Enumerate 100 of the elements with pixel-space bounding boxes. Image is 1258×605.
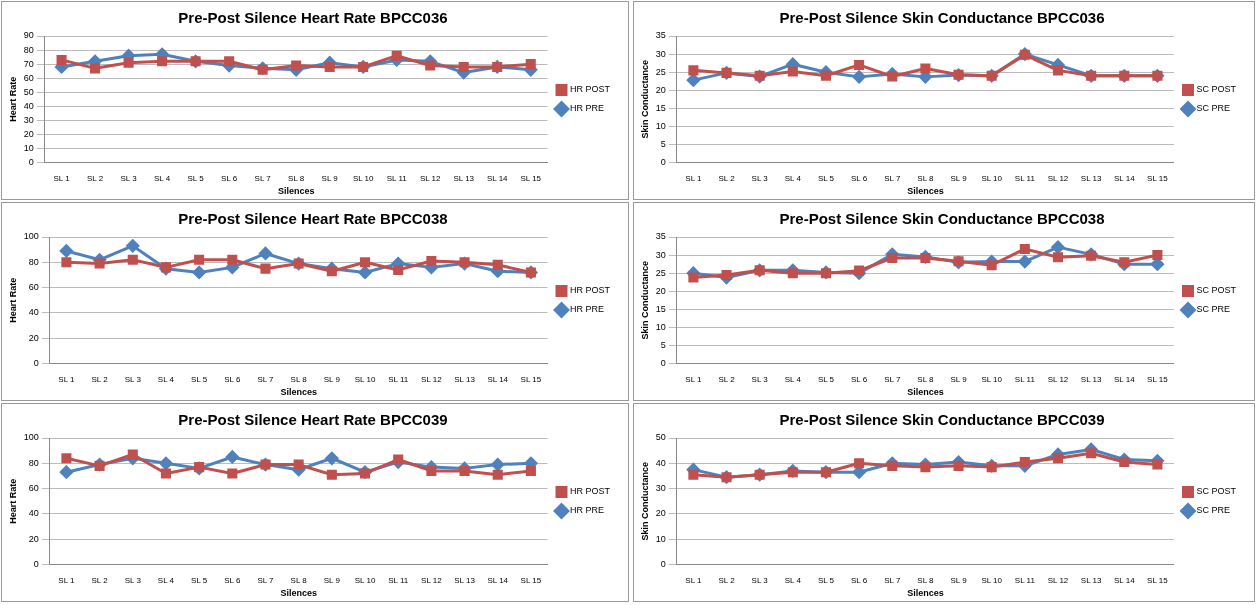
y-tick-label: 30 [655, 48, 666, 59]
x-tick-label: SL 13 [454, 575, 476, 585]
chart-title: Pre-Post Silence Skin Conductance BPCC036 [779, 9, 1105, 27]
y-tick-label: 80 [28, 457, 39, 468]
y-tick-label: 70 [23, 58, 34, 69]
y-tick-label: 5 [660, 340, 666, 350]
legend-label: SC POST [1196, 84, 1237, 95]
x-tick-label: SL 1 [685, 374, 703, 384]
legend-label: HR POST [570, 285, 611, 296]
y-tick-label: 5 [660, 139, 666, 149]
y-tick-label: 10 [655, 533, 666, 544]
x-tick-label: SL 1 [53, 173, 71, 183]
y-tick-label: 80 [23, 44, 34, 55]
x-tick-label: SL 8 [288, 173, 305, 183]
x-tick-label: SL 8 [290, 374, 308, 384]
y-tick-label: 35 [655, 30, 666, 41]
x-tick-label: SL 14 [1113, 575, 1136, 585]
x-tick-label: SL 6 [851, 173, 868, 183]
y-tick-label: 0 [28, 157, 34, 168]
x-tick-label: SL 15 [520, 575, 542, 585]
x-axis-title: Silences [277, 186, 315, 197]
y-tick-label: 20 [655, 84, 666, 95]
x-tick-label: SL 10 [981, 374, 1003, 384]
x-tick-label: SL 5 [191, 374, 208, 384]
x-axis-title: Silences [907, 387, 944, 398]
x-tick-label: SL 5 [817, 173, 835, 183]
y-tick-label: 0 [33, 559, 39, 570]
x-tick-label: SL 14 [486, 173, 509, 183]
y-tick-label: 20 [28, 332, 39, 343]
chart-title: Pre-Post Silence Skin Conductance BPCC039 [779, 411, 1105, 429]
y-tick-label: 30 [655, 483, 666, 494]
x-tick-label: SL 2 [91, 374, 109, 384]
x-tick-label: SL 2 [718, 173, 736, 183]
y-tick-label: 20 [23, 128, 34, 139]
x-tick-label: SL 15 [1147, 173, 1169, 183]
x-tick-label: SL 13 [1080, 575, 1102, 585]
y-tick-label: 40 [28, 307, 39, 318]
legend-label: SC POST [1196, 285, 1237, 296]
x-tick-label: SL 9 [950, 173, 968, 183]
x-tick-label: SL 7 [884, 173, 901, 183]
x-tick-label: SL 10 [354, 374, 376, 384]
x-tick-label: SL 3 [751, 374, 769, 384]
x-tick-label: SL 5 [187, 173, 205, 183]
x-tick-label: SL 11 [1014, 575, 1036, 585]
x-tick-label: SL 4 [154, 173, 171, 183]
x-tick-label: SL 7 [257, 374, 275, 384]
x-tick-label: SL 10 [352, 173, 375, 183]
y-tick-label: 0 [660, 157, 666, 168]
x-tick-label: SL 6 [224, 374, 241, 384]
legend-label: HR PRE [570, 103, 605, 114]
x-tick-label: SL 3 [751, 173, 769, 183]
y-tick-label: 10 [655, 120, 666, 131]
x-axis-title: Silences [907, 186, 944, 197]
x-tick-label: SL 6 [224, 575, 241, 585]
x-tick-label: SL 2 [718, 374, 736, 384]
x-tick-label: SL 15 [1147, 374, 1169, 384]
y-tick-label: 0 [33, 358, 39, 369]
legend-label: HR PRE [570, 505, 605, 516]
x-tick-label: SL 7 [884, 374, 901, 384]
x-tick-label: SL 15 [520, 374, 542, 384]
x-tick-label: SL 11 [1014, 173, 1036, 183]
y-tick-label: 0 [660, 358, 666, 369]
y-tick-label: 50 [655, 432, 666, 443]
y-tick-label: 60 [28, 483, 39, 494]
x-tick-label: SL 12 [1047, 575, 1069, 585]
x-tick-label: SL 12 [419, 173, 442, 183]
x-tick-label: SL 9 [323, 575, 341, 585]
x-tick-label: SL 5 [817, 374, 835, 384]
x-tick-label: SL 15 [520, 173, 542, 183]
x-tick-label: SL 7 [884, 575, 901, 585]
x-tick-label: SL 2 [718, 575, 736, 585]
y-tick-label: 60 [28, 282, 39, 293]
legend-label: SC PRE [1196, 103, 1231, 114]
y-tick-label: 20 [655, 285, 666, 296]
legend-label: HR POST [570, 84, 611, 95]
y-axis-title: Heart Rate [7, 277, 18, 323]
x-tick-label: SL 3 [751, 575, 769, 585]
x-tick-label: SL 4 [784, 374, 802, 384]
y-tick-label: 100 [23, 231, 39, 242]
y-tick-label: 25 [655, 66, 666, 77]
y-tick-label: 10 [655, 321, 666, 332]
x-tick-label: SL 6 [221, 173, 238, 183]
legend-label: SC PRE [1196, 304, 1231, 315]
y-axis-title: Heart Rate [7, 76, 18, 122]
x-tick-label: SL 11 [386, 173, 408, 183]
x-tick-label: SL 14 [487, 575, 509, 585]
x-tick-label: SL 14 [487, 374, 509, 384]
x-tick-label: SL 5 [191, 575, 208, 585]
x-tick-label: SL 13 [454, 374, 476, 384]
y-tick-label: 30 [655, 249, 666, 260]
x-tick-label: SL 12 [1047, 173, 1069, 183]
y-tick-label: 35 [655, 231, 666, 242]
chart-title: Pre-Post Silence Heart Rate BPCC039 [178, 411, 448, 429]
x-tick-label: SL 4 [157, 374, 175, 384]
y-tick-label: 80 [28, 256, 39, 267]
x-tick-label: SL 8 [917, 575, 935, 585]
x-tick-label: SL 4 [784, 575, 802, 585]
chart-title: Pre-Post Silence Skin Conductance BPCC038 [779, 210, 1105, 228]
x-tick-label: SL 9 [950, 374, 968, 384]
y-tick-label: 15 [655, 102, 666, 113]
